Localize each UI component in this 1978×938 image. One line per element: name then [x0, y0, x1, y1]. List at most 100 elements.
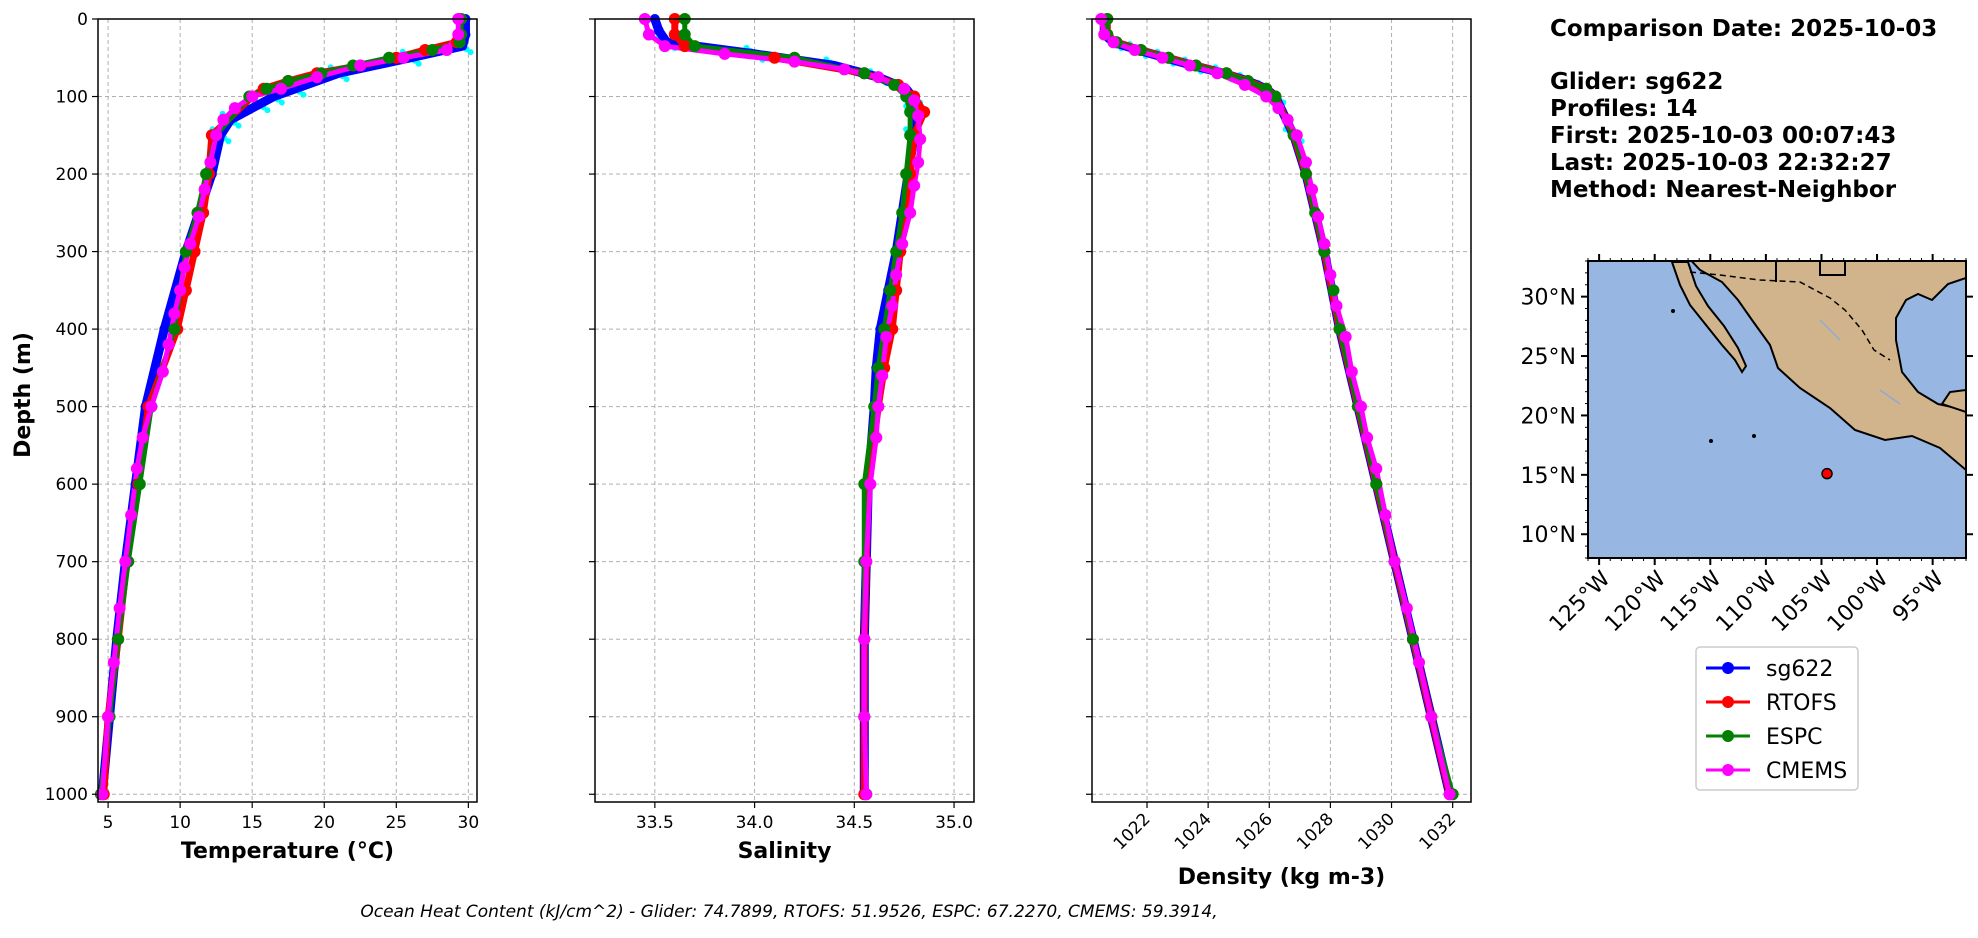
- data-point-cmems: [107, 656, 120, 669]
- legend-marker: [1722, 764, 1734, 776]
- data-point-espc: [200, 168, 213, 181]
- data-point-espc: [383, 51, 396, 64]
- lon-label: 110°W: [1712, 566, 1783, 637]
- x-tick-label: 30: [458, 813, 480, 833]
- lat-label: 30°N: [1521, 286, 1576, 311]
- x-tick-label: 1022: [1110, 809, 1155, 854]
- data-point-cmems: [246, 90, 259, 103]
- series-line-cmems: [642, 18, 923, 795]
- data-point-cmems: [1361, 431, 1374, 444]
- map-island: [1709, 439, 1713, 443]
- x-tick-label: 34.0: [736, 813, 774, 833]
- salinity-panel: 33.5 34.0 34.5 35.0 Salinity: [589, 13, 975, 864]
- x-tick-label: 34.5: [835, 813, 873, 833]
- data-point-cmems: [113, 602, 126, 615]
- data-point-cmems: [1281, 113, 1294, 126]
- data-point-cmems: [440, 44, 453, 57]
- map-island: [1671, 309, 1675, 313]
- map-yucatan: [1940, 388, 1966, 414]
- data-point-cmems: [914, 133, 927, 146]
- legend-label: sg622: [1766, 657, 1833, 682]
- data-point-cmems: [904, 206, 917, 219]
- data-point-espc: [260, 82, 273, 95]
- data-point-cmems: [1400, 602, 1413, 615]
- data-point-rtofs: [668, 28, 681, 41]
- data-point-cmems: [1413, 656, 1426, 669]
- legend-label: ESPC: [1766, 725, 1823, 750]
- data-point-cmems: [119, 555, 132, 568]
- data-point-cmems: [890, 268, 903, 281]
- data-point-cmems: [718, 47, 731, 60]
- data-point-cmems: [908, 179, 921, 192]
- lat-label: 10°N: [1521, 523, 1576, 548]
- ocean-heat-content-footer: Ocean Heat Content (kJ/cm^2) - Glider: 7…: [360, 902, 1217, 922]
- lon-label: 125°W: [1545, 566, 1616, 637]
- depth-tick-label: 900: [56, 708, 88, 728]
- data-point-espc: [282, 75, 295, 88]
- data-point-cmems: [156, 365, 169, 378]
- depth-tick-label: 500: [56, 398, 88, 418]
- lon-label: 95°W: [1888, 566, 1949, 627]
- x-tick-label: 1032: [1415, 809, 1460, 854]
- depth-tick-label: 200: [56, 165, 88, 185]
- x-axis-label: Temperature (°C): [181, 839, 394, 864]
- data-point-espc: [1370, 478, 1383, 491]
- data-point-cmems: [788, 55, 801, 68]
- data-point-cmems: [872, 71, 885, 84]
- data-point-cmems: [311, 71, 324, 84]
- data-point-cmems: [204, 156, 217, 169]
- data-point-cmems: [1443, 788, 1456, 801]
- data-point-espc: [688, 40, 701, 53]
- data-point-cmems: [838, 63, 851, 76]
- data-point-espc: [904, 129, 917, 142]
- last-time: Last: 2025-10-03 22:32:27: [1550, 150, 1892, 176]
- x-tick-label: 1030: [1354, 809, 1399, 854]
- x-axis-label: Salinity: [738, 839, 832, 864]
- data-point-cmems: [908, 94, 921, 107]
- glider-scatter-point: [343, 76, 350, 83]
- glider-scatter-point: [467, 49, 474, 56]
- info-block: Comparison Date: 2025-10-03 Glider: sg62…: [1550, 16, 1937, 203]
- x-tick-label: 15: [241, 813, 263, 833]
- map-river: [1819, 319, 1901, 405]
- data-point-cmems: [217, 113, 230, 126]
- density-panel: 1022 1024 1026 1028 1030 1032 Density (kg m-3): [1086, 13, 1472, 890]
- lon-label: 105°W: [1767, 566, 1838, 637]
- lat-label: 20°N: [1521, 404, 1576, 429]
- x-tick-label: 5: [103, 813, 114, 833]
- data-point-cmems: [1299, 156, 1312, 169]
- data-point-cmems: [912, 109, 925, 122]
- data-point-cmems: [178, 261, 191, 274]
- data-point-cmems: [1354, 400, 1367, 413]
- glider-scatter-point: [235, 122, 242, 129]
- data-point-espc: [168, 323, 181, 336]
- depth-tick-label: 100: [56, 88, 88, 108]
- data-point-cmems: [184, 237, 197, 250]
- data-point-cmems: [275, 82, 288, 95]
- data-point-cmems: [174, 284, 187, 297]
- legend-marker: [1722, 662, 1734, 674]
- data-point-cmems: [872, 400, 885, 413]
- data-point-cmems: [858, 633, 871, 646]
- glider-scatter-point: [278, 99, 285, 106]
- data-point-cmems: [864, 478, 877, 491]
- data-point-espc: [1269, 90, 1282, 103]
- data-point-cmems: [1312, 210, 1325, 223]
- data-point-cmems: [886, 299, 899, 312]
- glider-scatter-point: [415, 60, 422, 67]
- data-point-sg622: [159, 324, 170, 335]
- map-state-line: [1775, 261, 1846, 282]
- data-point-espc: [1327, 284, 1340, 297]
- x-tick-label: 25: [385, 813, 407, 833]
- data-point-cmems: [397, 51, 410, 64]
- glider-scatter-point: [225, 138, 232, 145]
- data-point-rtofs: [768, 51, 781, 64]
- data-point-espc: [900, 168, 913, 181]
- depth-tick-label: 800: [56, 630, 88, 650]
- lon-label: 100°W: [1823, 566, 1894, 637]
- data-point-cmems: [136, 431, 149, 444]
- data-point-cmems: [658, 40, 671, 53]
- depth-tick-label: 1000: [45, 785, 88, 805]
- data-point-rtofs: [678, 40, 691, 53]
